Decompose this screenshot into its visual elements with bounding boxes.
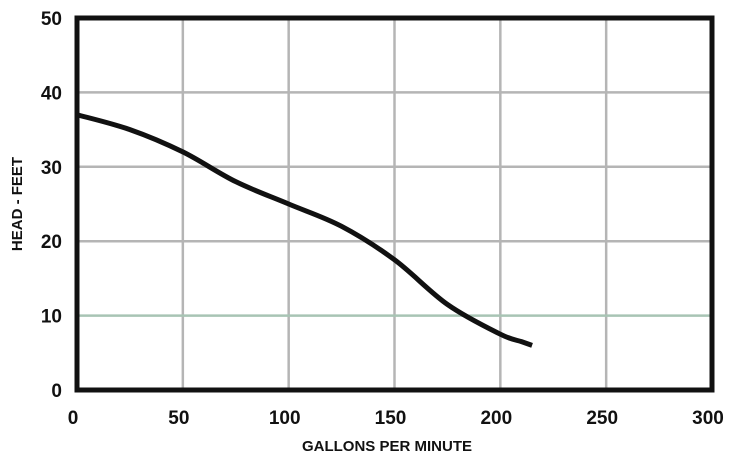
x-tick-labels: 0 50 100 150 200 250 300 — [68, 408, 724, 429]
y-tick-label-40: 40 — [41, 83, 62, 104]
y-tick-label-50: 50 — [41, 9, 62, 30]
x-tick-label-0: 0 — [68, 408, 79, 429]
x-tick-label-250: 250 — [586, 408, 618, 429]
pump-curve-line — [76, 112, 533, 348]
x-axis-title: GALLONS PER MINUTE — [302, 438, 472, 455]
plot-frame — [74, 15, 715, 393]
x-tick-label-150: 150 — [375, 408, 407, 429]
y-tick-labels: 0 10 20 30 40 50 — [41, 9, 62, 402]
x-tick-label-50: 50 — [168, 408, 189, 429]
grid-lines — [77, 18, 712, 390]
y-tick-label-0: 0 — [51, 381, 62, 402]
x-tick-label-100: 100 — [269, 408, 301, 429]
y-axis-title: HEAD - FEET — [9, 157, 26, 251]
y-tick-label-30: 30 — [41, 158, 62, 179]
y-tick-label-10: 10 — [41, 307, 62, 328]
series-layer — [76, 112, 533, 348]
y-tick-label-20: 20 — [41, 232, 62, 253]
x-tick-label-300: 300 — [692, 408, 724, 429]
x-tick-label-200: 200 — [480, 408, 512, 429]
